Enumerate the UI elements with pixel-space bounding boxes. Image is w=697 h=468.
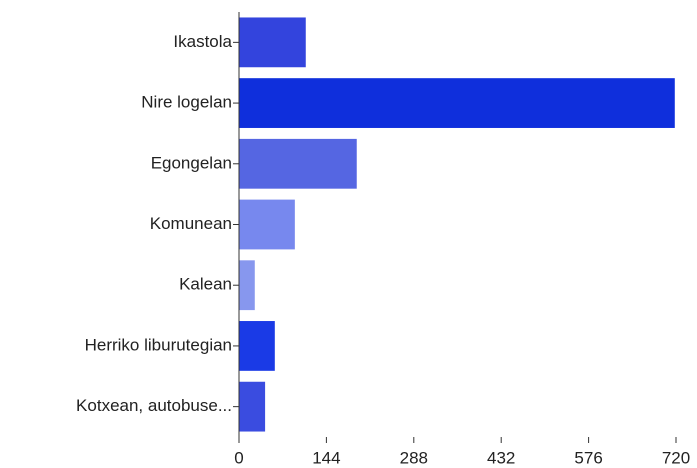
bar bbox=[239, 381, 266, 432]
y-tick-label: Kotxean, autobuse... bbox=[76, 396, 232, 415]
x-tick-label: 576 bbox=[574, 448, 602, 467]
y-tick-label: Egongelan bbox=[151, 153, 232, 172]
bar bbox=[239, 17, 306, 68]
x-tick-label: 720 bbox=[662, 448, 690, 467]
y-tick-label: Komunean bbox=[150, 214, 232, 233]
bar bbox=[239, 78, 675, 128]
bar bbox=[239, 321, 275, 371]
x-tick-label: 432 bbox=[487, 448, 515, 467]
bar bbox=[239, 260, 255, 311]
y-tick-label: Ikastola bbox=[173, 32, 232, 51]
y-tick-label: Kalean bbox=[179, 275, 232, 294]
bar bbox=[239, 138, 357, 189]
x-tick-label: 144 bbox=[312, 448, 340, 467]
bar bbox=[239, 199, 295, 250]
x-tick-label: 0 bbox=[234, 448, 243, 467]
y-tick-label: Nire logelan bbox=[141, 93, 232, 112]
y-tick-label: Herriko liburutegian bbox=[85, 335, 232, 354]
x-tick-label: 288 bbox=[400, 448, 428, 467]
